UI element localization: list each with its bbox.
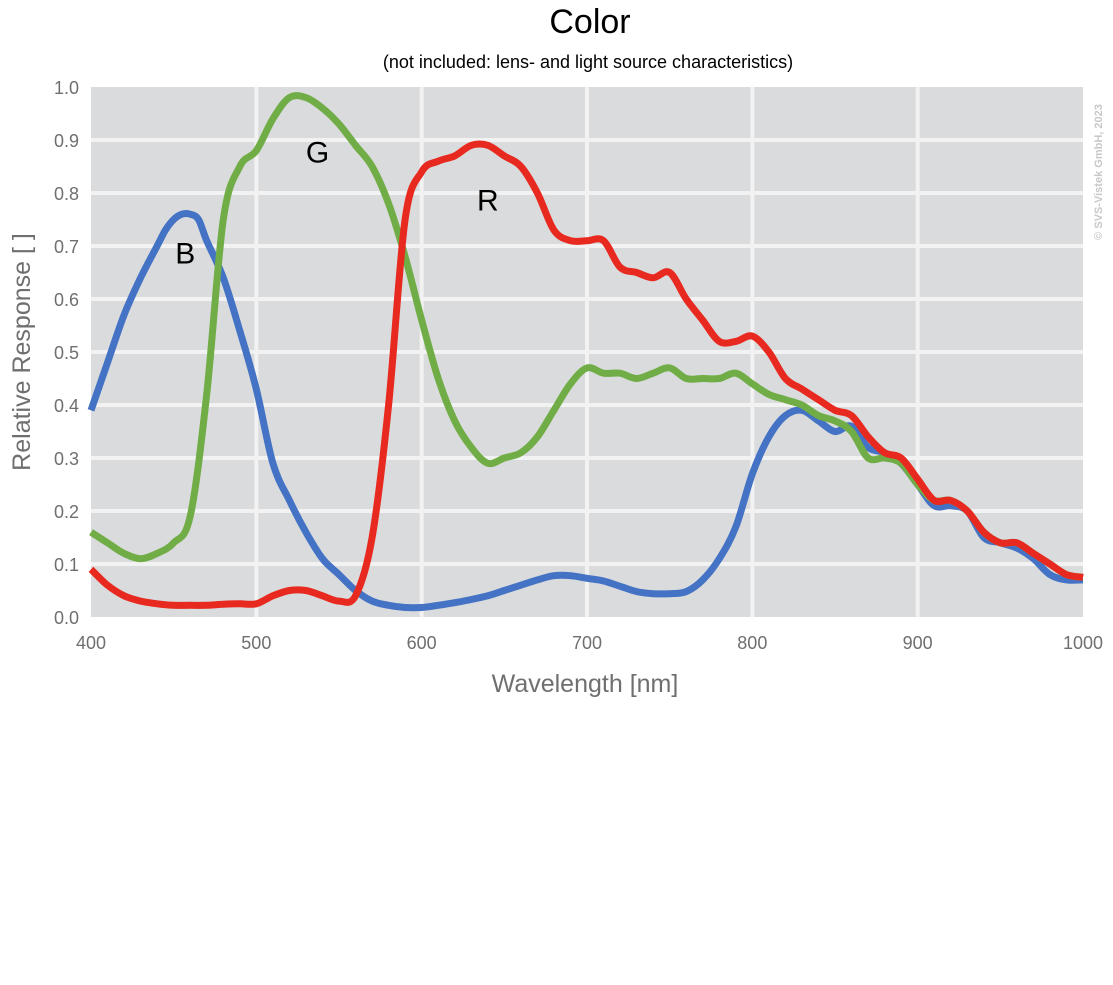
x-axis-label: Wavelength [nm] — [492, 670, 679, 698]
series-label-b: B — [175, 237, 195, 270]
x-tick-label: 500 — [241, 633, 271, 653]
y-tick-label: 0.8 — [54, 184, 79, 204]
y-tick-label: 0.2 — [54, 502, 79, 522]
y-tick-label: 0.5 — [54, 343, 79, 363]
series-label-r: R — [477, 184, 499, 217]
y-tick-label: 0.0 — [54, 608, 79, 628]
y-tick-label: 0.1 — [54, 555, 79, 575]
chart-title: Color — [549, 3, 630, 41]
y-axis-label: Relative Response [ ] — [8, 233, 36, 471]
series-layer: B G R — [87, 92, 1084, 612]
x-tick-label: 600 — [407, 633, 437, 653]
x-tick-label: 700 — [572, 633, 602, 653]
y-tick-label: 0.6 — [54, 290, 79, 310]
y-tick-label: 0.7 — [54, 237, 79, 257]
x-tick-label: 400 — [76, 633, 106, 653]
series-line-r — [88, 140, 1084, 609]
y-axis-ticks: 0.0 0.1 0.2 0.3 0.4 0.5 0.6 0.7 0.8 0.9 1.0 — [54, 78, 79, 628]
chart-subtitle: (not included: lens- and light source ch… — [383, 52, 793, 72]
x-tick-label: 800 — [737, 633, 767, 653]
y-tick-label: 0.9 — [54, 131, 79, 151]
x-axis-ticks: 400 500 600 700 800 900 1000 — [76, 633, 1103, 653]
x-tick-label: 1000 — [1063, 633, 1103, 653]
copyright-notice: © SVS-Vistek GmbH, 2023 — [1093, 104, 1105, 240]
y-tick-label: 1.0 — [54, 78, 79, 98]
series-label-g: G — [306, 137, 329, 170]
y-tick-label: 0.3 — [54, 449, 79, 469]
y-tick-label: 0.4 — [54, 396, 79, 416]
x-tick-label: 900 — [903, 633, 933, 653]
